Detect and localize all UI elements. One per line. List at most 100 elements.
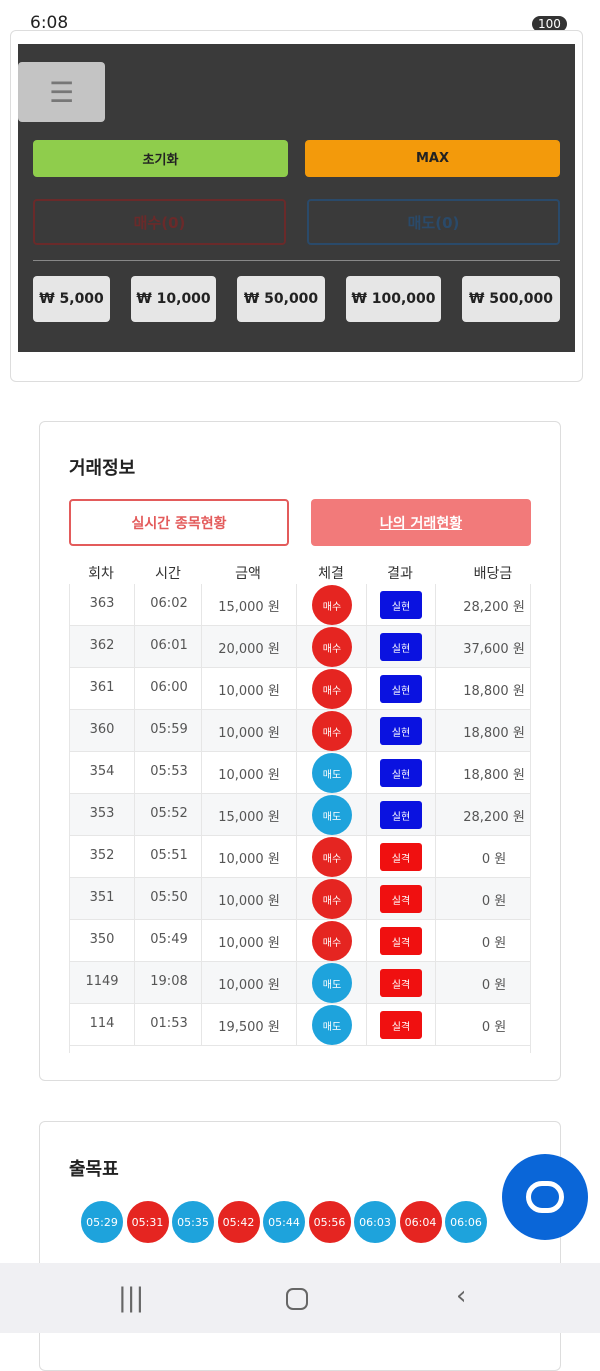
amount-button[interactable]: ₩ 5,000 <box>33 276 110 322</box>
result-circle: 05:31 <box>125 1200 170 1244</box>
cell-text: 15,000 원 <box>218 600 280 615</box>
cell-text: 10,000 원 <box>218 894 280 909</box>
cell-text: 10,000 원 <box>218 936 280 951</box>
column-divider <box>134 878 135 920</box>
result-circle: 06:03 <box>353 1200 397 1244</box>
tab-realtime[interactable]: 실시간 종목현황 <box>69 499 289 546</box>
column-divider <box>201 584 202 626</box>
cell-text: 10,000 원 <box>218 978 280 993</box>
recent-apps[interactable]: ||| <box>118 1283 145 1313</box>
chat-button[interactable] <box>502 1154 588 1240</box>
cell-text: 05:53 <box>150 764 188 779</box>
result-badge: 실격 <box>380 843 422 871</box>
column-divider <box>435 626 436 668</box>
amount-button[interactable]: ₩ 100,000 <box>346 276 441 322</box>
cell-text: 05:59 <box>150 722 188 737</box>
column-divider <box>296 710 297 752</box>
cell-text: 360 <box>89 722 115 737</box>
cell-text: 114 <box>89 1016 115 1031</box>
side-badge: 매도 <box>312 795 352 835</box>
trade-table: 363 06:02 15,000 원 매수 실현 28,200 원 362 06:01 20,0… <box>69 584 531 1053</box>
cell-text: 0 원 <box>481 852 507 867</box>
result-badge: 실현 <box>380 675 422 703</box>
trade-row: 361 06:00 10,000 원 매수 실현 18,800 원 <box>70 668 530 710</box>
menu-button[interactable]: ☰ <box>18 62 105 122</box>
reset-button[interactable]: 초기화 <box>33 140 288 177</box>
column-divider <box>435 710 436 752</box>
cell-text: 06:02 <box>150 596 188 611</box>
column-divider <box>435 752 436 794</box>
trade-row: 350 05:49 10,000 원 매수 실격 0 원 <box>70 920 530 962</box>
table-header: 회차 시간 금액 체결 결과 배당금 <box>69 563 531 583</box>
trade-title: 거래정보 <box>69 458 136 479</box>
side-badge: 매수 <box>312 627 352 667</box>
side-badge: 매수 <box>312 921 352 961</box>
result-circle: 05:29 <box>80 1200 124 1244</box>
cell-text: 20,000 원 <box>218 642 280 657</box>
result-badge: 실현 <box>380 591 422 619</box>
column-divider <box>296 752 297 794</box>
cell-text: 10,000 원 <box>218 726 280 741</box>
column-divider <box>366 878 367 920</box>
cell-text: 19:08 <box>150 974 188 989</box>
page: 6:08 100 ☰ 초기화 MAX 매수(0) 매도(0) ₩ 5,000 ₩ … <box>0 13 600 1371</box>
trade-row: 363 06:02 15,000 원 매수 실현 28,200 원 <box>70 584 530 626</box>
result-circle: 05:42 <box>216 1200 261 1244</box>
column-divider <box>366 584 367 626</box>
column-divider <box>366 752 367 794</box>
trade-row: 360 05:59 10,000 원 매수 실현 18,800 원 <box>70 710 530 752</box>
side-badge: 매수 <box>312 585 352 625</box>
column-divider <box>296 1004 297 1046</box>
amount-button[interactable]: ₩ 10,000 <box>131 276 216 322</box>
reset-label: 초기화 <box>142 153 179 168</box>
side-badge: 매수 <box>312 837 352 877</box>
column-divider <box>201 710 202 752</box>
trade-row: 354 05:53 10,000 원 매도 실현 18,800 원 <box>70 752 530 794</box>
sell-button[interactable]: 매도(0) <box>307 199 560 245</box>
buy-button[interactable]: 매수(0) <box>33 199 286 245</box>
board-card: 출목표 05:29 05:31 05:35 05:42 05:44 05:56 06:03 0… <box>39 1121 561 1371</box>
cell-text: 05:49 <box>150 932 188 947</box>
cell-text: 06:00 <box>150 680 188 695</box>
column-divider <box>366 1004 367 1046</box>
side-badge: 매도 <box>312 1005 352 1045</box>
column-divider <box>435 920 436 962</box>
sell-label: 매도(0) <box>407 213 460 232</box>
trade-row: 114 01:53 19,500 원 매도 실격 0 원 <box>70 1004 530 1046</box>
amount-button[interactable]: ₩ 500,000 <box>462 276 560 322</box>
max-button[interactable]: MAX <box>305 140 560 177</box>
result-circle: 06:06 <box>444 1200 488 1244</box>
column-divider <box>366 668 367 710</box>
cell-text: 10,000 원 <box>218 852 280 867</box>
column-divider <box>134 794 135 836</box>
column-divider <box>296 668 297 710</box>
tab-label: 나의 거래현황 <box>379 515 463 532</box>
side-badge: 매도 <box>312 753 352 793</box>
column-header: 회차 <box>88 566 114 582</box>
cell-text: 06:01 <box>150 638 188 653</box>
trade-row: 352 05:51 10,000 원 매수 실격 0 원 <box>70 836 530 878</box>
cell-text: 18,800 원 <box>463 768 525 783</box>
back[interactable]: ‹ <box>456 1281 467 1311</box>
tab-mine[interactable]: 나의 거래현황 <box>311 499 531 546</box>
column-divider <box>296 836 297 878</box>
column-divider <box>201 1004 202 1046</box>
nav-bar: ||| ‹ <box>0 1263 600 1333</box>
result-circle: 05:56 <box>307 1200 352 1244</box>
cell-text: 18,800 원 <box>463 684 525 699</box>
result-badge: 실격 <box>380 969 422 997</box>
column-divider <box>435 584 436 626</box>
column-divider <box>366 626 367 668</box>
column-divider <box>201 962 202 1004</box>
column-divider <box>296 920 297 962</box>
amount-button[interactable]: ₩ 50,000 <box>237 276 325 322</box>
trade-row: 1149 19:08 10,000 원 매도 실격 0 원 <box>70 962 530 1004</box>
column-divider <box>435 1004 436 1046</box>
trade-row: 362 06:01 20,000 원 매수 실현 37,600 원 <box>70 626 530 668</box>
column-divider <box>435 962 436 1004</box>
home[interactable] <box>286 1288 308 1310</box>
column-divider <box>134 920 135 962</box>
column-divider <box>435 794 436 836</box>
column-divider <box>296 626 297 668</box>
column-header: 결과 <box>387 566 413 582</box>
